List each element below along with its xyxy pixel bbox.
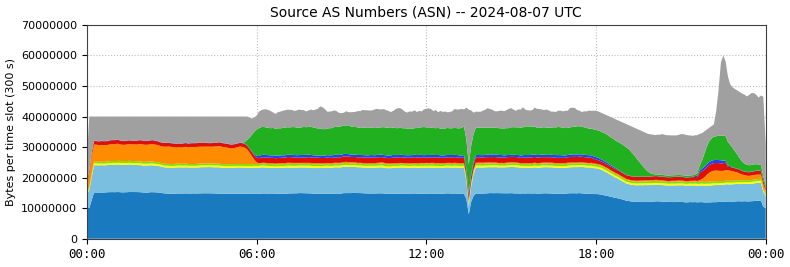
Y-axis label: Bytes per time slot (300 s): Bytes per time slot (300 s) — [6, 58, 16, 206]
Title: Source AS Numbers (ASN) -- 2024-08-07 UTC: Source AS Numbers (ASN) -- 2024-08-07 UT… — [270, 6, 582, 19]
